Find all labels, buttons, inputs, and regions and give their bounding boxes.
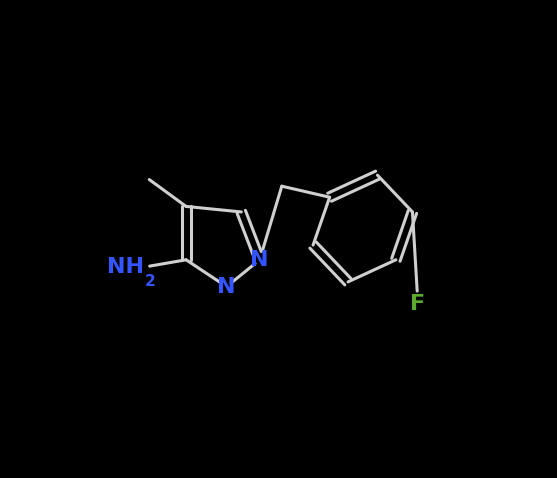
- Text: N: N: [251, 250, 269, 270]
- Text: F: F: [411, 294, 426, 314]
- Text: 2: 2: [144, 274, 155, 289]
- Text: NH: NH: [107, 257, 144, 277]
- Text: N: N: [217, 277, 236, 297]
